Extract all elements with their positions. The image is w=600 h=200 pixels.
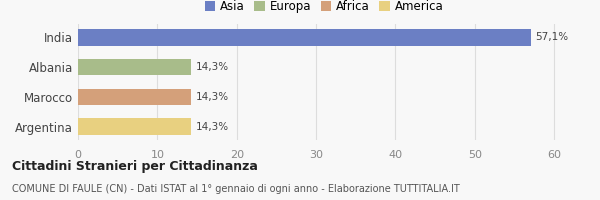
Text: COMUNE DI FAULE (CN) - Dati ISTAT al 1° gennaio di ogni anno - Elaborazione TUTT: COMUNE DI FAULE (CN) - Dati ISTAT al 1° …: [12, 184, 460, 194]
Text: 14,3%: 14,3%: [196, 122, 229, 132]
Bar: [78, 118, 191, 135]
Legend: Asia, Europa, Africa, America: Asia, Europa, Africa, America: [202, 0, 446, 16]
Text: 14,3%: 14,3%: [196, 62, 229, 72]
Text: 14,3%: 14,3%: [196, 92, 229, 102]
Bar: [78, 59, 191, 75]
Text: Cittadini Stranieri per Cittadinanza: Cittadini Stranieri per Cittadinanza: [12, 160, 258, 173]
Bar: [78, 29, 531, 46]
Bar: [78, 89, 191, 105]
Text: 57,1%: 57,1%: [535, 32, 568, 42]
